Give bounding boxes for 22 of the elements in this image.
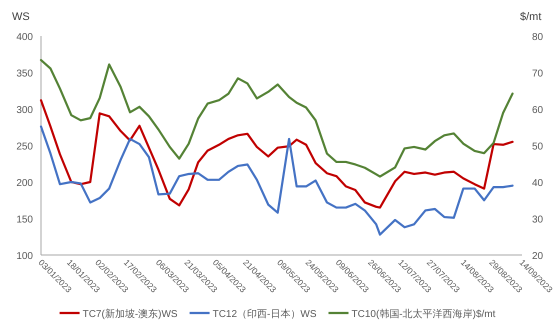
y2-tick-label: 80 [532, 32, 544, 43]
line-series [40, 58, 514, 178]
y2-tick-label: 60 [532, 105, 544, 116]
y-axis-title: WS [12, 11, 30, 23]
y2-axis-title: $/mt [520, 11, 542, 23]
y2-tick-label: 40 [532, 178, 544, 189]
y-tick-label: 250 [16, 142, 34, 152]
y-tick-label: 300 [16, 105, 34, 116]
y-tick-label: 100 [16, 251, 34, 262]
y2-tick-label: 50 [532, 142, 544, 152]
legend-label: TC7(新加坡-澳东)WS [82, 308, 178, 320]
legend-label: TC10(韩国-北太平洋西海岸)$/mt [352, 308, 496, 320]
line-series [40, 125, 514, 236]
y-tick-label: 350 [16, 68, 34, 80]
y-tick-label: 150 [16, 214, 34, 226]
y2-tick-label: 30 [532, 214, 544, 226]
y2-tick-label: 70 [532, 68, 544, 80]
y-tick-label: 400 [16, 32, 34, 43]
line-series [40, 99, 514, 209]
legend-label: TC12（印西-日本）WS [212, 308, 317, 320]
y2-tick-label: 20 [532, 251, 544, 262]
y-tick-label: 200 [16, 178, 34, 189]
